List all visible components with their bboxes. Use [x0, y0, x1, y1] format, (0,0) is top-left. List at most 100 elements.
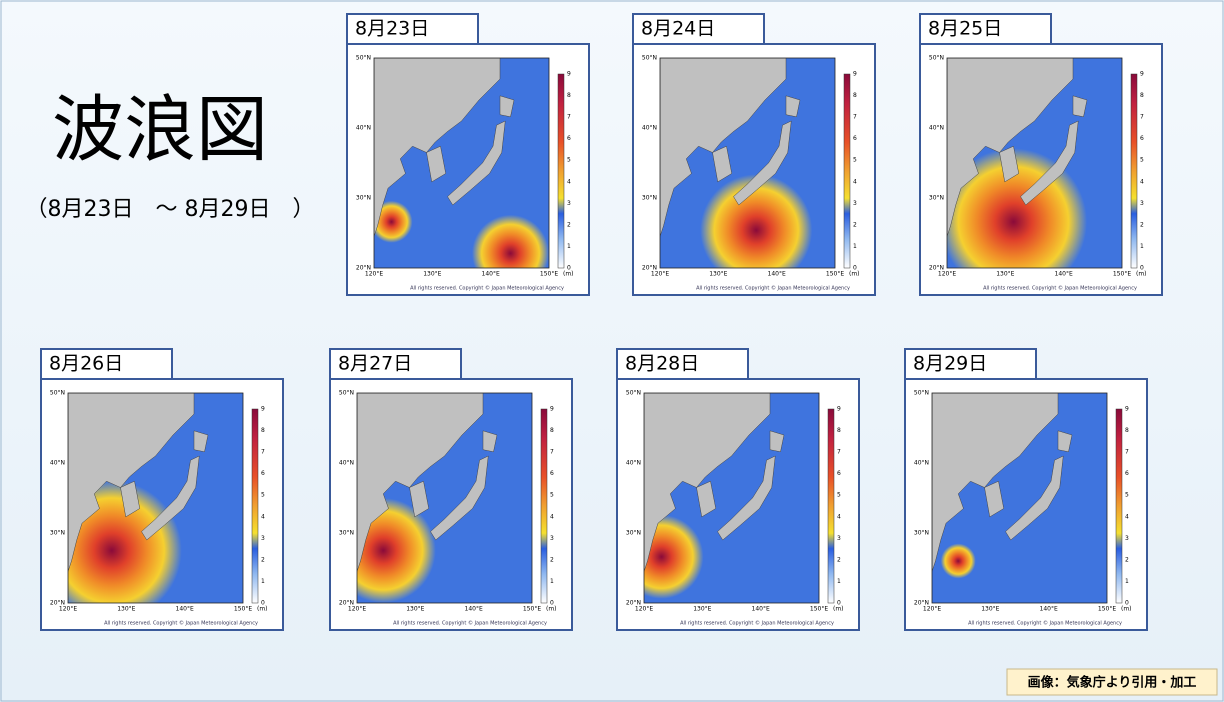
colorbar-label: 3: [261, 535, 265, 542]
map: [357, 393, 532, 603]
wave-area: [940, 543, 976, 579]
lat-label: 50°N: [929, 55, 944, 62]
colorbar-label: 4: [1125, 513, 1129, 520]
land: [409, 480, 430, 518]
land: [712, 145, 733, 183]
unit-label: (m): [546, 606, 557, 613]
colorbar-label: 5: [1140, 157, 1144, 164]
date-tab: [904, 348, 1037, 380]
date-tab: [616, 348, 749, 380]
map: [68, 393, 243, 603]
lon-label: 150°E: [523, 606, 541, 613]
copyright: All rights reserved. Copyright © Japan M…: [983, 285, 1137, 292]
colorbar: [557, 73, 565, 269]
lon-label: 130°E: [406, 606, 424, 613]
lat-label: 30°N: [914, 530, 929, 537]
colorbar: [540, 408, 548, 604]
land: [193, 430, 209, 453]
lat-label: 20°N: [626, 600, 641, 607]
colorbar-label: 6: [567, 135, 571, 142]
land: [984, 480, 1005, 518]
colorbar-label: 4: [837, 513, 841, 520]
colorbar-label: 8: [567, 92, 571, 99]
lat-label: 40°N: [914, 460, 929, 467]
colorbar-label: 8: [853, 92, 857, 99]
land: [947, 58, 1074, 237]
colorbar-label: 9: [837, 406, 841, 413]
map-border: [643, 392, 820, 604]
land: [932, 393, 1059, 572]
colorbar-label: 8: [1125, 427, 1129, 434]
lon-label: 130°E: [423, 271, 441, 278]
wave-area: [472, 214, 549, 268]
colorbar-label: 7: [1140, 114, 1144, 121]
colorbar-label: 5: [567, 157, 571, 164]
wave-area: [644, 514, 704, 599]
lon-label: 130°E: [693, 606, 711, 613]
date-label: 8月25日: [928, 18, 1002, 40]
map: [374, 58, 549, 268]
date-label: 8月26日: [49, 353, 123, 375]
lon-label: 120°E: [635, 606, 653, 613]
lat-label: 30°N: [356, 195, 371, 202]
colorbar-label: 3: [550, 535, 554, 542]
colorbar-label: 4: [1140, 178, 1144, 185]
unit-label: (m): [1136, 271, 1147, 278]
colorbar-label: 4: [853, 178, 857, 185]
colorbar-label: 7: [550, 449, 554, 456]
colorbar-label: 9: [567, 71, 571, 78]
lon-label: 120°E: [348, 606, 366, 613]
lat-label: 30°N: [339, 530, 354, 537]
colorbar-label: 6: [1125, 470, 1129, 477]
lat-label: 30°N: [642, 195, 657, 202]
lat-label: 40°N: [929, 125, 944, 132]
land: [696, 480, 717, 518]
colorbar-label: 1: [837, 578, 841, 585]
colorbar-label: 9: [550, 406, 554, 413]
colorbar-label: 5: [550, 492, 554, 499]
lat-label: 40°N: [626, 460, 641, 467]
land: [717, 455, 776, 541]
unit-label: (m): [1121, 606, 1132, 613]
copyright: All rights reserved. Copyright © Japan M…: [696, 285, 850, 292]
lon-label: 130°E: [117, 606, 135, 613]
colorbar-label: 1: [853, 243, 857, 250]
colorbar: [827, 408, 835, 604]
date-label: 8月29日: [913, 353, 987, 375]
lon-label: 140°E: [1040, 606, 1058, 613]
lon-label: 120°E: [938, 271, 956, 278]
colorbar-label: 2: [1125, 556, 1129, 563]
colorbar-label: 9: [1125, 406, 1129, 413]
copyright: All rights reserved. Copyright © Japan M…: [393, 620, 547, 627]
colorbar-label: 5: [853, 157, 857, 164]
colorbar-label: 9: [853, 71, 857, 78]
colorbar-label: 7: [853, 114, 857, 121]
lon-label: 150°E: [1098, 606, 1116, 613]
colorbar-label: 0: [1140, 265, 1144, 272]
map: [660, 58, 835, 268]
colorbar-label: 4: [550, 513, 554, 520]
land: [374, 58, 501, 237]
colorbar-label: 8: [261, 427, 265, 434]
lon-label: 140°E: [752, 606, 770, 613]
date-tab: [632, 13, 765, 45]
colorbar-label: 3: [853, 200, 857, 207]
period: （8月23日 ～ 8月29日 ）: [26, 197, 315, 222]
land: [68, 393, 195, 572]
colorbar-label: 0: [550, 600, 554, 607]
credit-box: [1006, 668, 1218, 696]
lat-label: 20°N: [642, 265, 657, 272]
map-border: [373, 57, 550, 269]
date-tab: [919, 13, 1052, 45]
wave-area: [700, 174, 813, 268]
map: [947, 58, 1122, 268]
lat-label: 20°N: [339, 600, 354, 607]
credit: 画像：気象庁より引用・加工: [1028, 675, 1197, 691]
lon-label: 120°E: [923, 606, 941, 613]
land: [644, 393, 771, 572]
